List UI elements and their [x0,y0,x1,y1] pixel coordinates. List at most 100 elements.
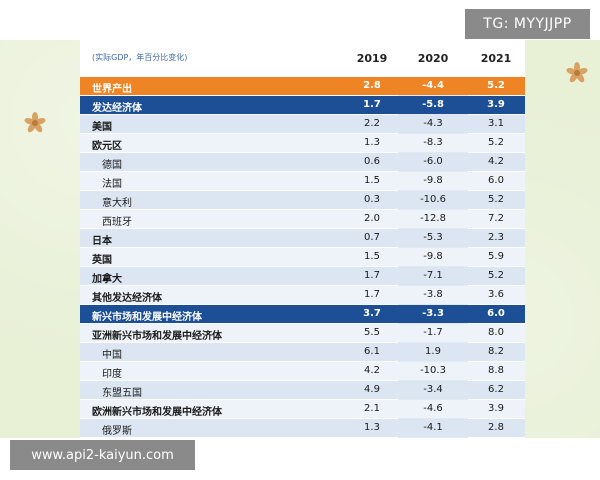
flower-decoration-left [23,112,47,134]
table-row: 欧洲新兴市场和发展中经济体 2.1 -4.6 3.9 [80,400,525,418]
value-cell-2021: 2.8 [488,422,504,433]
value-cell-2020: 1.9 [425,346,441,357]
row-label: 西班牙 [102,217,132,228]
value-cell-2019: 0.3 [364,194,380,205]
row-label: 其他发达经济体 [92,293,162,304]
value-cell-2019: 4.9 [364,384,380,395]
row-label: 亚洲新兴市场和发展中经济体 [92,331,222,342]
value-cell-2021: 8.8 [488,365,504,376]
value-cell-2019: 0.7 [364,232,380,243]
value-cell-2019: 1.7 [364,289,380,300]
row-label: 英国 [92,255,112,266]
value-cell-2020: -6.0 [423,156,443,167]
value-cell-2019: 1.7 [363,99,381,110]
value-cell-2019: 1.5 [364,175,380,186]
value-cell-2020: -3.3 [422,308,444,319]
value-cell-2021: 6.2 [488,384,504,395]
value-cell-2021: 3.9 [488,403,504,414]
table-row: 新兴市场和发展中经济体 3.7 -3.3 6.0 [80,305,525,323]
value-cell-2021: 2.3 [488,232,504,243]
value-cell-2021: 3.9 [487,99,505,110]
table-row: 发达经济体 1.7 -5.8 3.9 [80,96,525,114]
value-cell-2020: -9.8 [423,175,443,186]
value-cell-2019: 0.6 [364,156,380,167]
value-cell-2021: 3.1 [488,118,504,129]
value-cell-2019: 4.2 [364,365,380,376]
row-label: 新兴市场和发展中经济体 [92,312,202,323]
value-cell-2020: -10.6 [420,194,446,205]
value-cell-2020: -4.1 [423,422,443,433]
table-row: 中国 6.1 1.9 8.2 [80,343,525,361]
value-cell-2021: 6.0 [487,308,505,319]
value-cell-2020: -12.8 [420,213,446,224]
value-cell-2020: -4.6 [423,403,443,414]
row-label: 意大利 [102,198,132,209]
value-cell-2021: 8.2 [488,346,504,357]
table-row: 意大利 0.3 -10.6 5.2 [80,191,525,209]
table-row: 亚洲新兴市场和发展中经济体 5.5 -1.7 8.0 [80,324,525,342]
table-row: 印度 4.2 -10.3 8.8 [80,362,525,380]
value-cell-2019: 5.5 [364,327,380,338]
row-label: 日本 [92,236,112,247]
table-row: 其他发达经济体 1.7 -3.8 3.6 [80,286,525,304]
value-cell-2021: 6.0 [488,175,504,186]
value-cell-2021: 5.2 [488,137,504,148]
value-cell-2019: 6.1 [364,346,380,357]
table-header: (实际GDP，年百分比变化) 2019 2020 2021 [80,40,525,77]
gdp-table: (实际GDP，年百分比变化) 2019 2020 2021 世界产出 2.8 -4.… [80,40,525,438]
value-cell-2021: 5.2 [488,270,504,281]
row-label: 东盟五国 [102,388,142,399]
value-cell-2019: 1.5 [364,251,380,262]
watermark-top: TG: MYYJJPP [465,9,590,39]
value-cell-2021: 4.2 [488,156,504,167]
row-label: 法国 [102,179,122,190]
value-cell-2020: -9.8 [423,251,443,262]
value-cell-2021: 3.6 [488,289,504,300]
row-label: 欧元区 [92,141,122,152]
row-label: 中国 [102,350,122,361]
value-cell-2021: 5.2 [488,194,504,205]
value-cell-2020: -5.3 [423,232,443,243]
value-cell-2020: -7.1 [423,270,443,281]
row-label: 世界产出 [92,84,132,95]
value-cell-2021: 5.9 [488,251,504,262]
value-cell-2019: 3.7 [363,308,381,319]
value-cell-2019: 1.3 [364,422,380,433]
value-cell-2019: 2.8 [363,80,381,91]
year-header-2019: 2019 [356,52,388,65]
table-row: 欧元区 1.3 -8.3 5.2 [80,134,525,152]
table-row: 加拿大 1.7 -7.1 5.2 [80,267,525,285]
row-label: 印度 [102,369,122,380]
table-row: 西班牙 2.0 -12.8 7.2 [80,210,525,228]
value-cell-2021: 5.2 [487,80,505,91]
value-cell-2020: -4.4 [422,80,444,91]
value-cell-2021: 7.2 [488,213,504,224]
flower-decoration-right [565,62,589,84]
row-label: 俄罗斯 [102,426,132,437]
table-row: 俄罗斯 1.3 -4.1 2.8 [80,419,525,437]
year-header-2020: 2020 [417,52,449,65]
table-row: 美国 2.2 -4.3 3.1 [80,115,525,133]
value-cell-2020: -4.3 [423,118,443,129]
row-label: 德国 [102,160,122,171]
year-header-2021: 2021 [480,52,512,65]
row-label: 美国 [92,122,112,133]
value-cell-2019: 2.1 [364,403,380,414]
value-cell-2020: -3.4 [423,384,443,395]
row-label: 加拿大 [92,274,122,285]
table-row: 英国 1.5 -9.8 5.9 [80,248,525,266]
value-cell-2019: 1.7 [364,270,380,281]
table-row: 德国 0.6 -6.0 4.2 [80,153,525,171]
row-label: 发达经济体 [92,103,142,114]
value-cell-2020: -3.8 [423,289,443,300]
unit-note: (实际GDP，年百分比变化) [92,53,188,62]
table-row: 世界产出 2.8 -4.4 5.2 [80,77,525,95]
value-cell-2020: -10.3 [420,365,446,376]
value-cell-2020: -8.3 [423,137,443,148]
watermark-bottom: www.api2-kaiyun.com [10,440,195,470]
value-cell-2020: -5.8 [422,99,444,110]
value-cell-2019: 2.0 [364,213,380,224]
table-row: 日本 0.7 -5.3 2.3 [80,229,525,247]
value-cell-2019: 2.2 [364,118,380,129]
table-row: 法国 1.5 -9.8 6.0 [80,172,525,190]
